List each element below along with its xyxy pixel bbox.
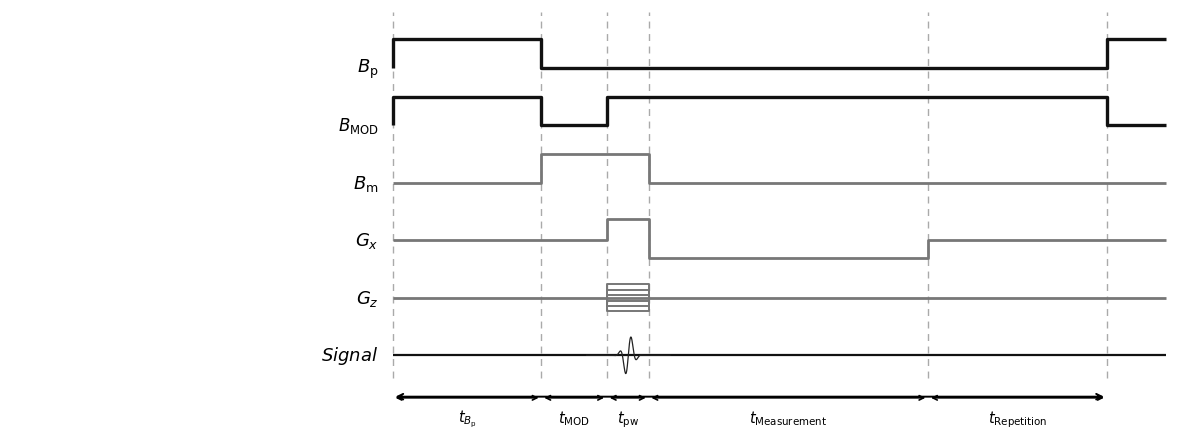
Text: $t_{B_\mathrm{p}}$: $t_{B_\mathrm{p}}$	[458, 408, 476, 429]
Text: $B_\mathrm{m}$: $B_\mathrm{m}$	[353, 173, 378, 194]
Text: $\mathit{Signal}$: $\mathit{Signal}$	[321, 344, 378, 366]
Text: $t_\mathrm{MOD}$: $t_\mathrm{MOD}$	[558, 408, 590, 427]
Text: $G_x$: $G_x$	[355, 231, 378, 251]
Text: $t_\mathrm{Repetition}$: $t_\mathrm{Repetition}$	[988, 408, 1047, 429]
Text: $t_\mathrm{pw}$: $t_\mathrm{pw}$	[616, 408, 639, 429]
Text: $B_\mathrm{p}$: $B_\mathrm{p}$	[357, 57, 378, 80]
Text: $t_\mathrm{Measurement}$: $t_\mathrm{Measurement}$	[750, 408, 827, 427]
Text: $G_z$: $G_z$	[356, 288, 378, 308]
Text: $B_\mathrm{MOD}$: $B_\mathrm{MOD}$	[338, 116, 378, 136]
